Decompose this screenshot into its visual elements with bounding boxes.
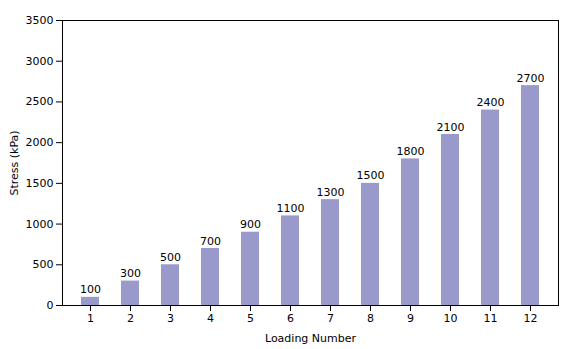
svg-text:4: 4 [207,312,214,325]
svg-text:7: 7 [327,312,334,325]
svg-text:2000: 2000 [26,136,54,149]
svg-text:500: 500 [33,258,54,271]
svg-text:1100: 1100 [277,202,305,215]
svg-text:3000: 3000 [26,55,54,68]
svg-text:10: 10 [444,312,458,325]
svg-text:8: 8 [367,312,374,325]
svg-text:100: 100 [80,283,101,296]
svg-text:2700: 2700 [517,72,545,85]
svg-text:1300: 1300 [317,186,345,199]
svg-text:900: 900 [240,218,261,231]
svg-text:11: 11 [484,312,498,325]
svg-text:5: 5 [247,312,254,325]
svg-text:2100: 2100 [437,121,465,134]
svg-text:Loading Number: Loading Number [265,332,357,345]
svg-text:6: 6 [287,312,294,325]
svg-text:0: 0 [47,299,54,312]
svg-text:500: 500 [160,251,181,264]
svg-text:2500: 2500 [26,95,54,108]
svg-text:Stress (kPa): Stress (kPa) [8,130,21,195]
svg-text:1500: 1500 [26,177,54,190]
svg-text:1500: 1500 [357,169,385,182]
svg-text:300: 300 [120,267,141,280]
svg-text:1800: 1800 [397,145,425,158]
svg-text:2: 2 [127,312,134,325]
svg-text:3: 3 [167,312,174,325]
svg-text:1000: 1000 [26,218,54,231]
svg-text:12: 12 [524,312,538,325]
svg-text:3500: 3500 [26,14,54,27]
svg-text:1: 1 [87,312,94,325]
svg-text:700: 700 [200,235,221,248]
svg-text:9: 9 [407,312,414,325]
svg-text:2400: 2400 [477,96,505,109]
